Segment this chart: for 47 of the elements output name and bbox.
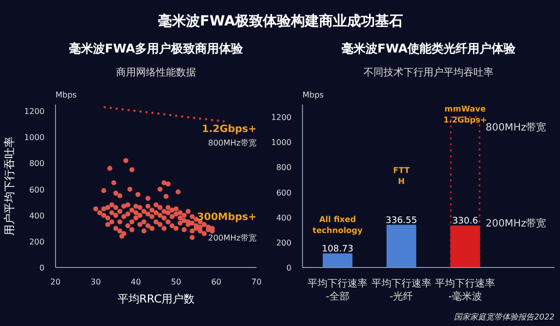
y-tick-label: 1200 <box>271 113 292 122</box>
annotation: 800MHz带宽 <box>486 121 546 134</box>
data-label: 108.73 <box>322 244 354 254</box>
annotation: 300Mbps+ <box>197 212 257 224</box>
chart-subtitle: 不同技术下行用户平均吞吐率 <box>364 66 494 78</box>
data-label: 336.55 <box>386 216 418 226</box>
x-tick-label: 50 <box>171 278 182 286</box>
y-tick-label: 1000 <box>24 133 44 142</box>
y-tick-label: 800 <box>29 159 45 168</box>
x-tick-label: 30 <box>90 278 101 286</box>
y-tick-label: 400 <box>29 211 45 220</box>
x-tick-label: 20 <box>50 278 61 286</box>
text: 国家家庭宽带体验报告2022 <box>454 312 554 322</box>
annotation: 200MHz带宽 <box>208 233 257 242</box>
bar <box>386 224 416 268</box>
y-tick-label: 0 <box>39 264 45 272</box>
annotation: 200MHz带宽 <box>486 218 546 230</box>
annotation: FTT H <box>393 166 410 186</box>
chart-subtitle: 商用网络性能数据 <box>116 66 196 78</box>
y-tick-label: 800 <box>276 163 292 172</box>
text: 毫米波FWA极致体验构建商业成功基石 <box>158 12 404 30</box>
x-tick-label: 40 <box>130 278 141 286</box>
x-tick-label: 60 <box>211 278 222 286</box>
annotation: 1.2Gbps+ <box>202 124 257 136</box>
annotation: 800MHz带宽 <box>208 138 257 148</box>
y-tick-label: 0 <box>286 264 292 272</box>
y-tick-label: 1000 <box>271 138 292 148</box>
data-label: 330.6 <box>452 216 478 227</box>
y-tick-label: 400 <box>276 213 292 222</box>
chart-title: 毫米波FWA使能类光纤用户体验 <box>341 42 517 56</box>
chart-title: 毫米波FWA多用户极致商用体验 <box>68 42 244 56</box>
x-axis-title: 平均RRC用户数 <box>117 292 195 306</box>
x-tick-label: 平均下行速率 -毫米波 <box>435 278 496 303</box>
text: Mbps <box>302 90 324 100</box>
y-tick-label: 200 <box>29 237 45 246</box>
x-tick-label: 平均下行速率 -光纤 <box>371 278 432 303</box>
annotation: mmWave 1.2Gbps+ <box>443 104 488 124</box>
x-tick-label: 70 <box>251 278 262 286</box>
text: Mbps <box>56 90 77 100</box>
x-tick-label: 平均下行速率 -全部 <box>308 278 368 303</box>
y-axis-title: 用户平均下行吞吐率 <box>3 136 16 236</box>
y-tick-label: 600 <box>29 185 45 194</box>
y-tick-label: 200 <box>276 238 292 248</box>
annotation: All fixed technology <box>312 215 364 235</box>
y-tick-label: 1200 <box>24 107 44 116</box>
y-tick-label: 600 <box>276 188 292 198</box>
bar <box>322 253 352 268</box>
